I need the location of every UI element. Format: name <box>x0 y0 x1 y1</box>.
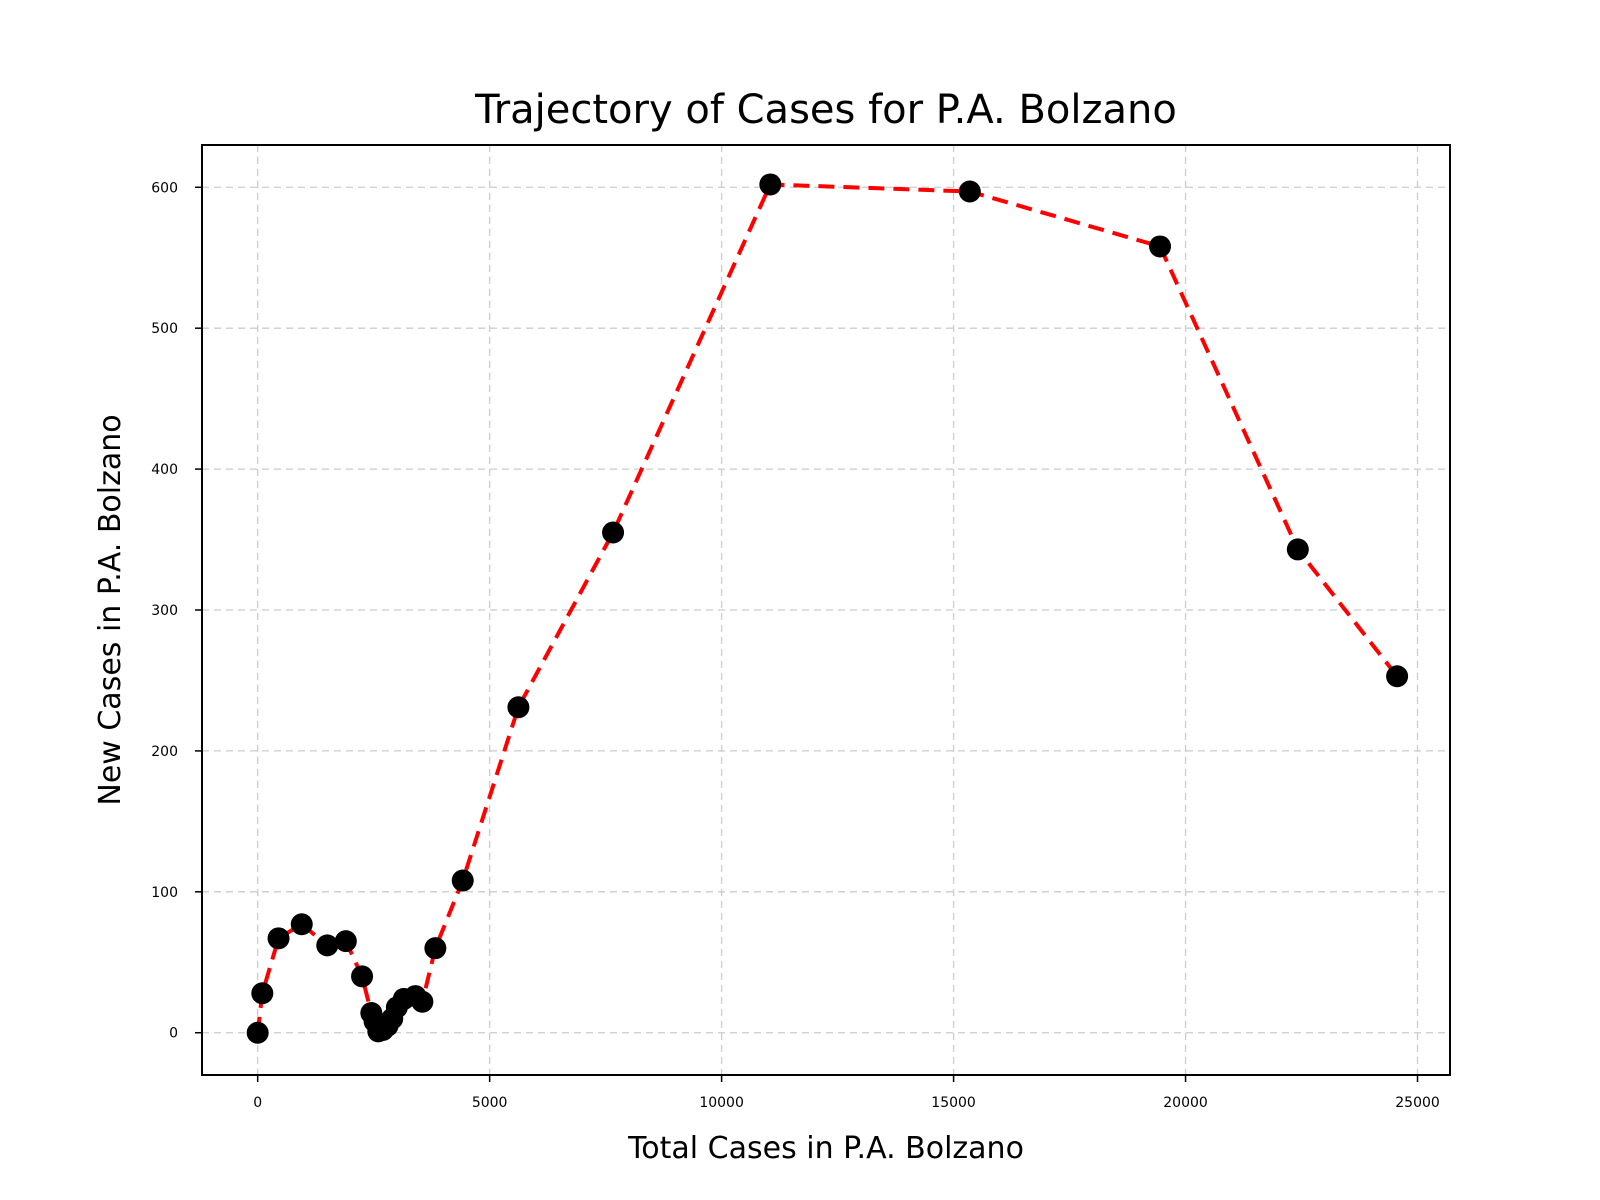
y-tick-label: 0 <box>169 1026 178 1042</box>
x-tick-label: 25000 <box>1395 1095 1440 1111</box>
x-tick-label: 5000 <box>472 1095 508 1111</box>
x-tick-label: 15000 <box>931 1095 976 1111</box>
data-point <box>334 930 357 953</box>
y-tick-label: 600 <box>151 180 178 196</box>
chart-title: Trajectory of Cases for P.A. Bolzano <box>474 87 1177 133</box>
series-layer <box>246 173 1409 1044</box>
y-tick-label: 400 <box>151 462 178 478</box>
data-point <box>411 990 434 1013</box>
data-point <box>251 982 274 1005</box>
data-point <box>759 173 782 196</box>
data-point <box>290 913 313 936</box>
data-point <box>958 180 981 203</box>
x-axis-label: Total Cases in P.A. Bolzano <box>627 1131 1024 1166</box>
data-point <box>602 521 625 544</box>
axis-ticks: 0 5000 10000 15000 20000 25000 0 100 200 300 400 50… <box>151 180 1440 1111</box>
y-tick-label: 500 <box>151 321 178 337</box>
y-tick-label: 300 <box>151 603 178 619</box>
data-point <box>451 869 474 892</box>
data-point <box>1386 665 1409 688</box>
data-point <box>507 696 530 719</box>
y-tick-label: 100 <box>151 885 178 901</box>
data-point <box>1286 538 1309 561</box>
data-point <box>316 934 339 957</box>
y-axis-label: New Cases in P.A. Bolzano <box>93 414 128 805</box>
y-tick-label: 200 <box>151 744 178 760</box>
data-point <box>267 927 290 950</box>
data-point <box>424 937 447 960</box>
grid-lines <box>202 145 1450 1075</box>
data-point <box>246 1021 269 1044</box>
series-trend-line <box>255 182 1399 1034</box>
x-tick-label: 0 <box>253 1095 262 1111</box>
x-tick-label: 10000 <box>699 1095 744 1111</box>
x-tick-label: 20000 <box>1163 1095 1208 1111</box>
data-point <box>351 965 374 988</box>
data-point <box>1149 235 1172 258</box>
